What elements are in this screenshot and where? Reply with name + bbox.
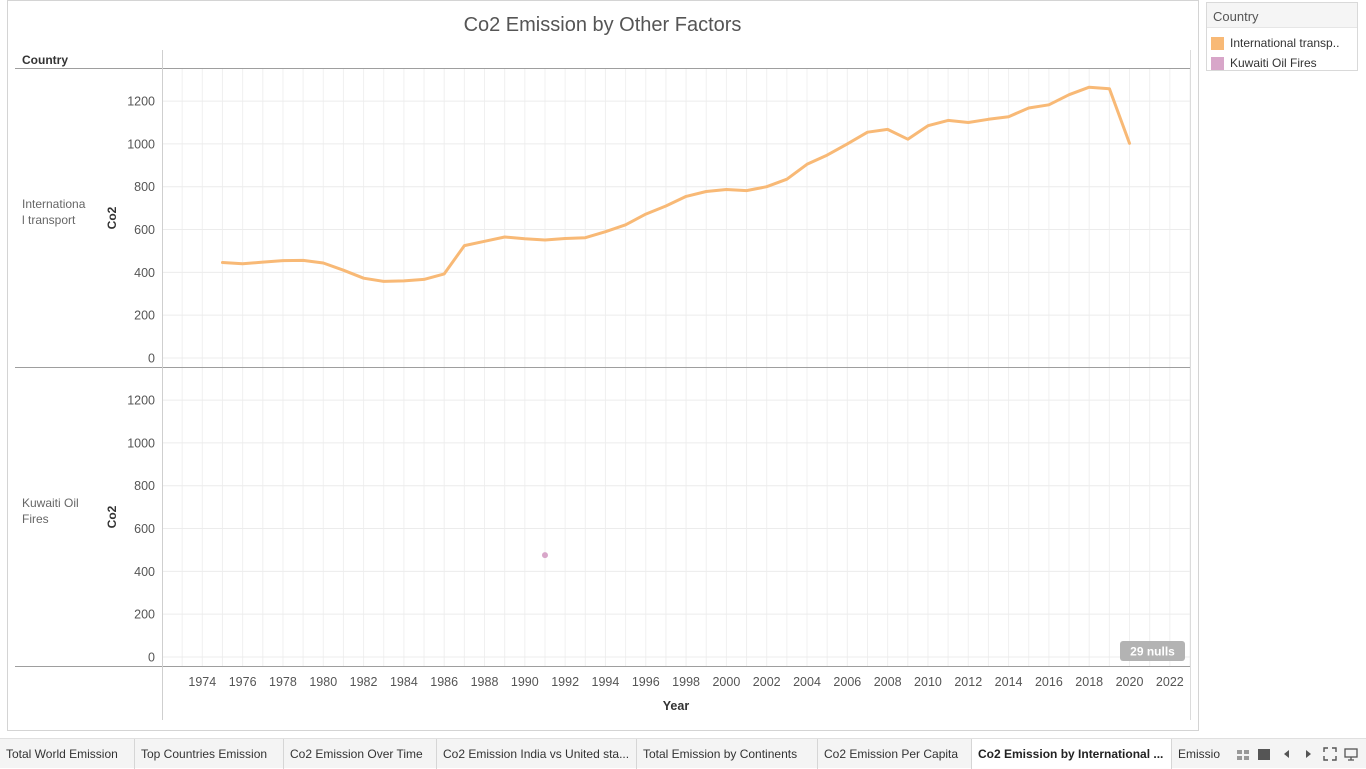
panel-frame <box>15 50 1191 720</box>
viz-container <box>7 0 1199 731</box>
y-tick-label: 1000 <box>127 436 155 450</box>
row-label: Internationa <box>22 197 86 211</box>
x-tick-label: 1982 <box>350 675 378 689</box>
y-tick-label: 800 <box>134 479 155 493</box>
legend-label: International transp.. <box>1230 36 1340 50</box>
legend-swatch <box>1211 36 1224 50</box>
axis-labels: 0 200 400 600 800 1000 1200 Co2 Internationa l tr… <box>22 95 1184 713</box>
x-tick-label: 1980 <box>309 675 337 689</box>
y-tick-label: 200 <box>134 309 155 323</box>
x-tick-label: 2002 <box>753 675 781 689</box>
x-tick-label: 2022 <box>1156 675 1184 689</box>
x-tick-label: 1984 <box>390 675 418 689</box>
y-tick-label: 600 <box>134 522 155 536</box>
nulls-badge[interactable]: 29 nulls <box>1120 641 1185 661</box>
present-icon[interactable] <box>1344 747 1358 761</box>
tab-emissio[interactable]: Emissio <box>1178 747 1221 761</box>
x-tick-label: 1986 <box>430 675 458 689</box>
y-tick-label: 400 <box>134 565 155 579</box>
tab-co2-emission-by-international[interactable]: Co2 Emission by International ... <box>972 739 1172 769</box>
row-label: Fires <box>22 512 49 526</box>
x-tick-label: 2014 <box>995 675 1023 689</box>
tab-co2-emission-over-time[interactable]: Co2 Emission Over Time <box>284 739 437 769</box>
x-tick-label: 1976 <box>229 675 257 689</box>
tab-total-world-emission[interactable]: Total World Emission <box>0 739 135 769</box>
x-tick-label: 1994 <box>592 675 620 689</box>
x-tick-label: 2010 <box>914 675 942 689</box>
x-tick-label: 2016 <box>1035 675 1063 689</box>
y-tick-label: 1000 <box>127 137 155 151</box>
tab-co2-emission-india-vs-us[interactable]: Co2 Emission India vs United sta... <box>437 739 637 769</box>
x-tick-label: 1996 <box>632 675 660 689</box>
tab-co2-emission-per-capita[interactable]: Co2 Emission Per Capita <box>818 739 972 769</box>
chart-canvas[interactable]: Country 0 200 400 600 800 1000 1200 Co2 Internat… <box>0 0 1200 735</box>
x-tick-label: 2004 <box>793 675 821 689</box>
next-sheet-icon[interactable] <box>1301 747 1315 761</box>
legend-swatch <box>1211 56 1224 70</box>
y-tick-label: 200 <box>134 608 155 622</box>
x-tick-label: 1992 <box>551 675 579 689</box>
y-tick-label: 0 <box>148 352 155 366</box>
y-tick-label: 600 <box>134 223 155 237</box>
y-tick-label: 1200 <box>127 394 155 408</box>
x-tick-label: 2000 <box>712 675 740 689</box>
chart-title: Co2 Emission by Other Factors <box>463 14 742 36</box>
x-tick-label: 2008 <box>874 675 902 689</box>
x-tick-label: 1988 <box>471 675 499 689</box>
x-tick-label: 2012 <box>954 675 982 689</box>
legend-item-international-transport[interactable]: International transp.. <box>1211 35 1357 51</box>
single-view-icon[interactable] <box>1257 747 1271 761</box>
y-tick-label: 800 <box>134 180 155 194</box>
fullscreen-icon[interactable] <box>1323 747 1337 761</box>
row-label: l transport <box>22 213 76 227</box>
y-axis-title: Co2 <box>105 505 119 528</box>
y-axis-title: Co2 <box>105 206 119 229</box>
previous-sheet-icon[interactable] <box>1280 747 1294 761</box>
data-marks <box>221 85 1131 559</box>
x-tick-label: 1998 <box>672 675 700 689</box>
y-tick-label: 0 <box>148 651 155 665</box>
legend: Country International transp.. Kuwaiti O… <box>1206 2 1358 71</box>
x-tick-label: 2018 <box>1075 675 1103 689</box>
gridlines <box>162 69 1191 666</box>
x-tick-label: 1974 <box>188 675 216 689</box>
legend-item-kuwaiti-oil-fires[interactable]: Kuwaiti Oil Fires <box>1211 55 1357 71</box>
y-tick-label: 400 <box>134 266 155 280</box>
tab-top-countries-emission[interactable]: Top Countries Emission <box>135 739 284 769</box>
grid-view-icon[interactable] <box>1236 747 1250 761</box>
series-line-international-transport <box>221 85 1131 283</box>
x-tick-label: 1990 <box>511 675 539 689</box>
data-point-kuwaiti-oil-fires <box>541 552 548 559</box>
x-axis-title: Year <box>663 699 690 713</box>
x-tick-label: 2020 <box>1116 675 1144 689</box>
legend-label: Kuwaiti Oil Fires <box>1230 56 1317 70</box>
row-label: Kuwaiti Oil <box>22 496 79 510</box>
x-tick-label: 2006 <box>833 675 861 689</box>
tab-total-emission-by-continents[interactable]: Total Emission by Continents <box>637 739 818 769</box>
y-tick-label: 1200 <box>127 95 155 109</box>
legend-title: Country <box>1207 3 1357 28</box>
nulls-badge-text: 29 nulls <box>1130 645 1175 659</box>
x-tick-label: 1978 <box>269 675 297 689</box>
row-header-label: Country <box>22 53 68 67</box>
sheet-tab-bar: Total World Emission Top Countries Emiss… <box>0 738 1366 769</box>
